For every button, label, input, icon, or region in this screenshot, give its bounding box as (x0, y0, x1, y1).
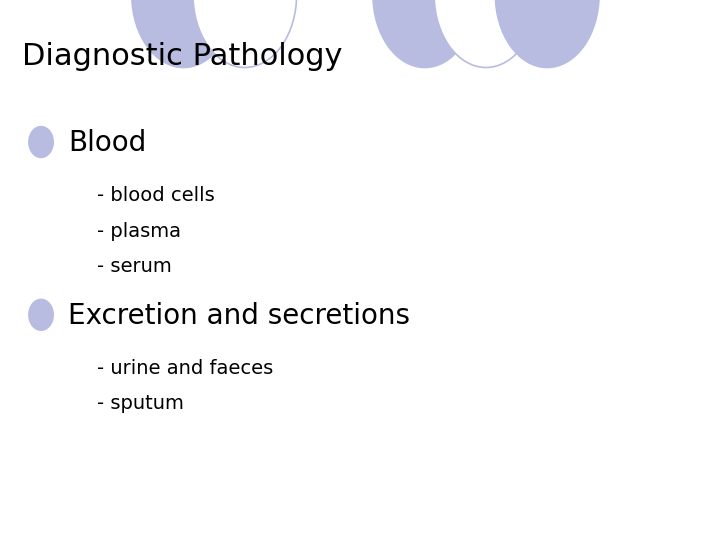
Text: - serum: - serum (97, 257, 172, 276)
Ellipse shape (132, 0, 235, 68)
Ellipse shape (193, 0, 297, 68)
Text: Excretion and secretions: Excretion and secretions (68, 302, 410, 330)
Text: - sputum: - sputum (97, 394, 184, 414)
Ellipse shape (28, 126, 54, 158)
Text: - blood cells: - blood cells (97, 186, 215, 205)
Text: Diagnostic Pathology: Diagnostic Pathology (22, 42, 342, 71)
Text: - plasma: - plasma (97, 221, 181, 241)
Ellipse shape (28, 299, 54, 331)
Ellipse shape (495, 0, 599, 68)
Text: Blood: Blood (68, 129, 147, 157)
Ellipse shape (373, 0, 477, 68)
Ellipse shape (434, 0, 538, 68)
Text: - urine and faeces: - urine and faeces (97, 359, 274, 378)
